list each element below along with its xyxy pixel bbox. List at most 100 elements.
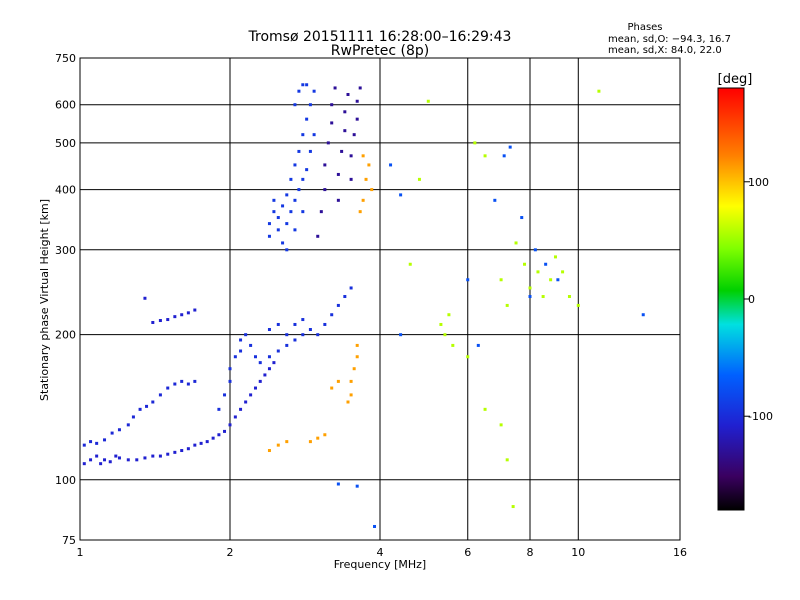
echo-point bbox=[308, 103, 312, 107]
echo-point bbox=[301, 83, 305, 87]
echo-point bbox=[319, 210, 323, 214]
echo-point bbox=[301, 177, 305, 181]
echo-point bbox=[267, 234, 271, 238]
echo-point bbox=[297, 89, 301, 93]
echo-point bbox=[336, 482, 340, 486]
echo-point bbox=[330, 103, 334, 107]
echo-point bbox=[336, 198, 340, 202]
echo-point bbox=[258, 379, 262, 383]
echo-point bbox=[293, 322, 297, 326]
echo-point bbox=[186, 382, 190, 386]
echo-point bbox=[293, 103, 297, 107]
echo-point bbox=[505, 458, 509, 462]
x-tick-label: 10 bbox=[571, 546, 585, 559]
echo-point bbox=[556, 278, 560, 282]
echo-point bbox=[567, 295, 571, 299]
echo-point bbox=[131, 415, 135, 419]
echo-point bbox=[249, 393, 253, 397]
echo-point bbox=[253, 355, 257, 359]
echo-point bbox=[211, 436, 215, 440]
echo-point bbox=[533, 248, 537, 252]
echo-point bbox=[143, 296, 147, 300]
echo-point bbox=[349, 379, 353, 383]
x-tick-label: 6 bbox=[464, 546, 471, 559]
echo-point bbox=[343, 129, 347, 133]
echo-point bbox=[343, 295, 347, 299]
echo-point bbox=[514, 241, 518, 245]
echo-point bbox=[114, 454, 118, 458]
echo-point bbox=[151, 320, 155, 324]
echo-point bbox=[180, 313, 184, 317]
echo-point bbox=[323, 322, 327, 326]
echo-point bbox=[180, 379, 184, 383]
echo-point bbox=[336, 303, 340, 307]
echo-point bbox=[508, 145, 512, 149]
echo-point bbox=[483, 407, 487, 411]
echo-point bbox=[301, 333, 305, 337]
echo-point bbox=[408, 262, 412, 266]
echo-point bbox=[349, 286, 353, 290]
echo-point bbox=[447, 313, 451, 317]
echo-point bbox=[272, 198, 276, 202]
echo-point bbox=[343, 110, 347, 114]
echo-point bbox=[95, 441, 99, 445]
y-tick-label: 75 bbox=[62, 534, 76, 547]
colorbar-ticks: 100 0 -100 bbox=[744, 176, 773, 423]
echo-point bbox=[641, 313, 645, 317]
stats-o-mode: mean, sd,O: −94.3, 16.7 bbox=[608, 34, 731, 45]
echo-point bbox=[289, 210, 293, 214]
echo-point bbox=[228, 379, 232, 383]
echo-point bbox=[138, 407, 142, 411]
echo-point bbox=[541, 295, 545, 299]
echo-point bbox=[505, 303, 509, 307]
echo-point bbox=[443, 333, 447, 337]
echo-point bbox=[272, 210, 276, 214]
y-tick-label: 500 bbox=[55, 137, 76, 150]
echo-point bbox=[297, 149, 301, 153]
echo-point bbox=[103, 458, 107, 462]
echo-point bbox=[285, 193, 289, 197]
echo-point bbox=[336, 379, 340, 383]
x-tick-label: 8 bbox=[527, 546, 534, 559]
echo-point bbox=[166, 318, 170, 322]
echo-point bbox=[267, 355, 271, 359]
echo-point bbox=[297, 188, 301, 192]
echo-point bbox=[346, 92, 350, 96]
echo-point bbox=[276, 216, 280, 220]
echo-point bbox=[267, 367, 271, 371]
echo-point bbox=[466, 278, 470, 282]
echo-point bbox=[308, 328, 312, 332]
echo-point bbox=[99, 462, 103, 466]
echo-point bbox=[244, 333, 248, 337]
echo-point bbox=[82, 462, 86, 466]
echo-point bbox=[228, 423, 232, 427]
echo-point bbox=[316, 333, 320, 337]
echo-point bbox=[308, 440, 312, 444]
colorbar bbox=[717, 87, 745, 511]
stats-x-mode: mean, sd,X: 84.0, 22.0 bbox=[608, 45, 722, 56]
echo-point bbox=[166, 452, 170, 456]
echo-point bbox=[110, 431, 114, 435]
echo-point bbox=[493, 198, 497, 202]
echo-point bbox=[166, 386, 170, 390]
echo-point bbox=[158, 319, 162, 323]
echo-point bbox=[173, 450, 177, 454]
echo-point bbox=[355, 484, 359, 488]
echo-point bbox=[308, 149, 312, 153]
colorbar-label: [deg] bbox=[718, 72, 753, 87]
echo-point bbox=[316, 234, 320, 238]
echo-point bbox=[151, 454, 155, 458]
echo-point bbox=[272, 361, 276, 365]
echo-point bbox=[466, 355, 470, 359]
echo-point bbox=[276, 322, 280, 326]
echo-point bbox=[326, 141, 330, 145]
echo-point bbox=[82, 443, 86, 447]
echo-point bbox=[336, 172, 340, 176]
echo-point bbox=[293, 163, 297, 167]
echo-point bbox=[285, 343, 289, 347]
echo-point bbox=[361, 154, 365, 158]
echo-point bbox=[361, 198, 365, 202]
echo-point bbox=[520, 216, 524, 220]
echo-point bbox=[305, 168, 309, 172]
